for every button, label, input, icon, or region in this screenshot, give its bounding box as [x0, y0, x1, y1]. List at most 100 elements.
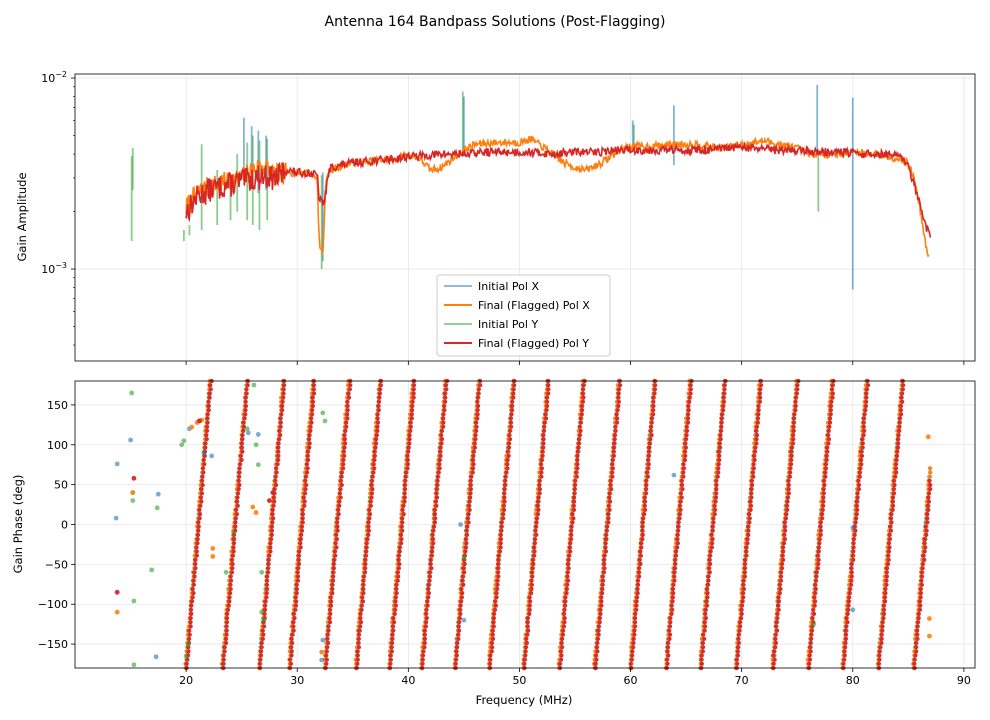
- final-pol-y-point: [594, 653, 599, 658]
- final-pol-y-point: [355, 661, 360, 666]
- amplitude-y-tick-label: 10−3: [41, 261, 67, 276]
- final-pol-y-point: [358, 620, 364, 625]
- final-pol-y-point: [309, 416, 314, 421]
- final-pol-y-point: [289, 649, 294, 654]
- final-pol-y-point: [291, 628, 296, 633]
- final-pol-y-point: [648, 437, 653, 442]
- final-pol-y-point: [369, 482, 374, 488]
- final-pol-y-point: [611, 453, 617, 458]
- final-pol-y-point: [719, 412, 725, 417]
- final-pol-y-point: [637, 570, 642, 575]
- final-pol-y-point: [427, 578, 432, 583]
- final-pol-y-point: [535, 499, 541, 504]
- final-pol-y-point: [346, 395, 352, 400]
- final-pol-y-point: [634, 607, 639, 612]
- final-pol-y-point: [525, 632, 530, 637]
- final-pol-y-point: [616, 395, 621, 400]
- final-pol-y-point: [194, 549, 199, 554]
- final-pol-y-point: [431, 524, 437, 529]
- final-pol-y-point: [713, 507, 718, 512]
- final-pol-y-point: [328, 603, 334, 608]
- final-pol-y-point: [422, 628, 427, 633]
- final-pol-y-point: [264, 582, 270, 587]
- final-pol-y-point: [616, 399, 622, 404]
- final-pol-y-point: [189, 603, 194, 608]
- final-pol-y-point: [311, 383, 316, 388]
- final-pol-y-point: [231, 537, 236, 542]
- final-pol-y-point: [683, 441, 688, 446]
- final-pol-y-point: [562, 611, 567, 617]
- final-pol-y-point: [399, 537, 404, 542]
- final-pol-y-point: [364, 545, 369, 550]
- final-pol-y-point: [268, 545, 273, 550]
- final-pol-y-point: [721, 395, 726, 400]
- final-pol-y-point: [681, 470, 686, 475]
- final-pol-y-point: [364, 541, 369, 546]
- final-pol-y-point: [670, 586, 676, 592]
- final-pol-y-point: [736, 640, 742, 646]
- final-pol-y-point: [538, 462, 544, 467]
- final-pol-y-point: [686, 416, 691, 421]
- final-pol-y-point: [702, 628, 707, 633]
- final-pol-y-point: [460, 591, 465, 596]
- final-pol-y-point: [510, 399, 515, 404]
- final-pol-y-point: [407, 433, 412, 438]
- final-pol-y-point: [653, 383, 658, 388]
- final-pol-y-point: [298, 541, 303, 546]
- final-pol-y-point: [291, 624, 296, 629]
- final-pol-y-point: [495, 578, 500, 583]
- final-pol-y-point: [459, 599, 464, 604]
- final-pol-y-point: [651, 399, 656, 404]
- final-pol-y-point: [702, 636, 707, 642]
- final-pol-y-point: [374, 441, 379, 446]
- final-pol-y-point: [578, 416, 583, 421]
- final-pol-y-point: [338, 495, 343, 500]
- final-pol-y-point: [186, 649, 191, 654]
- final-pol-y-point: [196, 528, 201, 533]
- final-pol-y-point: [610, 470, 615, 475]
- final-pol-y-point: [717, 453, 722, 458]
- final-pol-y-point: [200, 474, 205, 479]
- final-pol-y-point: [595, 628, 601, 633]
- final-pol-y-point: [705, 582, 710, 587]
- final-pol-y-point: [754, 441, 759, 446]
- final-pol-y-point: [310, 399, 316, 404]
- final-pol-y-point: [225, 607, 230, 612]
- final-pol-y-point: [719, 424, 724, 429]
- final-pol-y-point: [335, 520, 340, 525]
- final-pol-y-point: [438, 453, 443, 458]
- final-pol-y-point: [501, 516, 506, 521]
- final-pol-y-point: [398, 532, 404, 538]
- final-pol-y-point: [683, 453, 688, 458]
- final-pol-y-point: [202, 462, 207, 467]
- final-pol-y-point: [668, 632, 673, 637]
- amplitude-panel: 10−310−2 Gain Amplitude Initial Pol X Fi…: [15, 70, 976, 365]
- final-pol-y-point: [204, 433, 209, 438]
- final-pol-y-point: [263, 599, 268, 604]
- final-pol-y-point: [241, 424, 246, 429]
- final-pol-y-point: [197, 511, 202, 517]
- final-pol-y-point: [297, 549, 302, 554]
- final-pol-y-point: [472, 445, 477, 450]
- final-pol-y-point: [204, 437, 209, 442]
- final-pol-y-point: [475, 416, 480, 421]
- final-pol-y-point: [192, 574, 197, 579]
- final-pol-y-point: [357, 628, 362, 633]
- final-pol-y-point: [648, 424, 654, 429]
- final-pol-y-point: [431, 541, 436, 546]
- final-pol-y-point: [266, 557, 271, 563]
- final-pol-y-point: [615, 420, 620, 425]
- final-pol-y-point: [562, 599, 568, 604]
- final-pol-y-point: [276, 437, 281, 442]
- final-pol-y-point: [432, 511, 437, 517]
- final-pol-y-point: [687, 399, 692, 404]
- final-pol-y-point: [456, 624, 461, 629]
- final-pol-y-point: [224, 616, 230, 621]
- final-pol-y-point: [420, 661, 425, 666]
- final-pol-y-point: [544, 408, 549, 413]
- final-pol-y-point: [651, 408, 656, 413]
- final-pol-y-point: [686, 403, 691, 409]
- final-pol-y-point: [432, 507, 437, 512]
- figure-title: Antenna 164 Bandpass Solutions (Post-Fla…: [325, 14, 666, 30]
- final-pol-y-point: [716, 462, 721, 467]
